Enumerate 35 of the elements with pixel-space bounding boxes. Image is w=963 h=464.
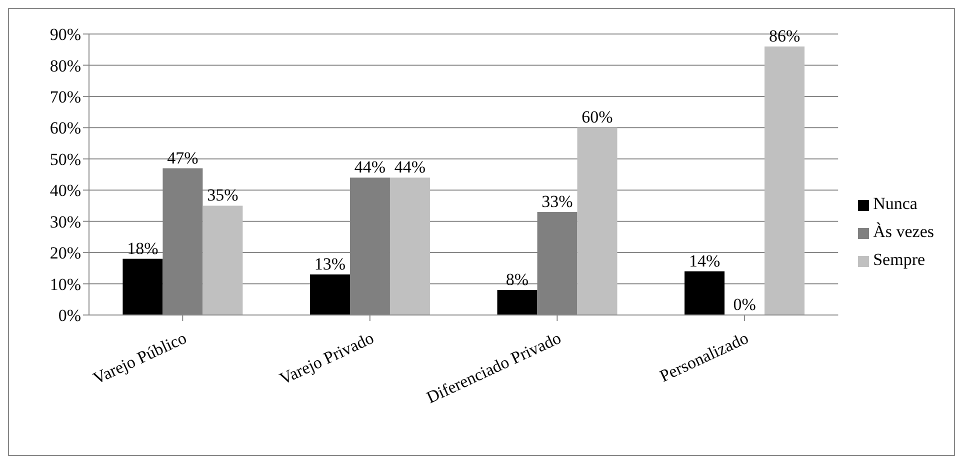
- x-tick-label: Varejo Público: [90, 328, 190, 388]
- legend-label: Às vezes: [873, 222, 934, 241]
- y-tick-label: 80%: [50, 56, 81, 76]
- y-tick-label: 0%: [58, 306, 81, 326]
- y-tick-label: 10%: [50, 274, 81, 294]
- data-label: 44%: [394, 158, 426, 177]
- bar: [764, 46, 805, 315]
- bar: [497, 290, 538, 315]
- data-label: 14%: [688, 251, 720, 270]
- y-tick-label: 50%: [50, 150, 81, 169]
- legend-label: Nunca: [873, 194, 918, 213]
- data-label: 47%: [167, 148, 198, 168]
- legend-label: Sempre: [873, 250, 926, 269]
- data-label: 60%: [582, 108, 613, 127]
- y-tick-label: 20%: [50, 244, 81, 263]
- y-tick-label: 30%: [50, 212, 81, 232]
- bar: [390, 178, 430, 315]
- bar: [202, 206, 243, 315]
- bar: [310, 274, 350, 315]
- bar: [577, 128, 618, 315]
- data-label: 0%: [733, 295, 756, 314]
- data-label: 44%: [354, 158, 386, 177]
- data-label: 18%: [127, 238, 158, 258]
- bar: [684, 271, 725, 315]
- data-label: 35%: [207, 186, 238, 205]
- data-label: 13%: [314, 254, 346, 274]
- y-tick-label: 70%: [50, 87, 81, 106]
- data-label: 8%: [506, 270, 529, 290]
- y-tick-label: 60%: [50, 118, 81, 138]
- y-tick-label: 40%: [50, 181, 81, 200]
- data-label: 86%: [768, 26, 800, 46]
- bar: [122, 258, 163, 315]
- y-tick-label: 90%: [50, 25, 81, 44]
- data-label: 33%: [542, 192, 573, 211]
- x-tick-label: Varejo Privado: [276, 328, 377, 388]
